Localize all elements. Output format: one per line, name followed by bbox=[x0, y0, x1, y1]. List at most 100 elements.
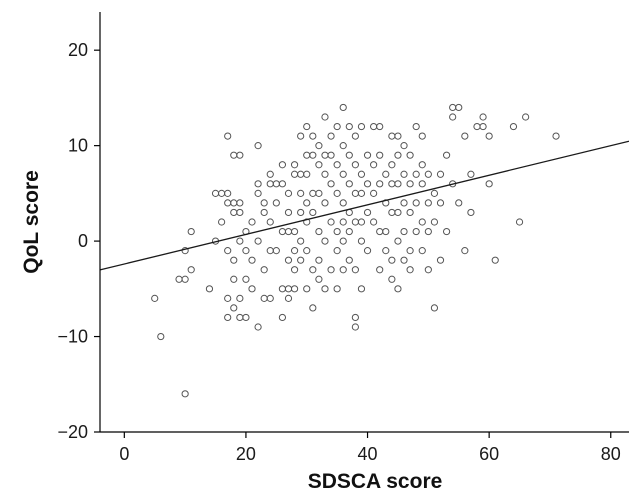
data-point bbox=[357, 237, 366, 245]
data-point bbox=[211, 189, 220, 197]
data-point bbox=[333, 247, 341, 255]
data-point bbox=[400, 142, 408, 150]
data-point bbox=[455, 103, 463, 112]
data-point bbox=[297, 237, 305, 245]
x-tick-label: 20 bbox=[236, 444, 256, 464]
data-point bbox=[333, 227, 341, 236]
data-point bbox=[315, 142, 323, 150]
data-point bbox=[473, 122, 481, 131]
data-point bbox=[406, 151, 414, 159]
y-tick-label: 10 bbox=[68, 136, 88, 156]
data-point bbox=[309, 266, 317, 274]
data-point bbox=[327, 266, 335, 274]
plot-content bbox=[99, 103, 629, 398]
data-point bbox=[230, 208, 238, 217]
data-point bbox=[315, 256, 323, 264]
data-point bbox=[382, 247, 390, 255]
data-point bbox=[430, 218, 439, 226]
data-point bbox=[181, 247, 189, 255]
data-point bbox=[552, 132, 560, 140]
data-point bbox=[515, 218, 524, 226]
data-point bbox=[345, 122, 353, 131]
data-point bbox=[187, 227, 195, 236]
data-point bbox=[394, 237, 402, 245]
data-point bbox=[418, 180, 426, 188]
data-point bbox=[424, 170, 432, 178]
data-point bbox=[303, 199, 311, 207]
data-point bbox=[266, 218, 274, 226]
data-point bbox=[157, 332, 165, 341]
data-point bbox=[236, 199, 244, 207]
data-point bbox=[290, 266, 299, 274]
data-point bbox=[309, 189, 317, 197]
data-point bbox=[303, 122, 311, 131]
x-tick-label: 0 bbox=[119, 444, 129, 464]
data-point bbox=[376, 266, 384, 274]
data-point bbox=[485, 180, 493, 188]
data-point bbox=[230, 151, 238, 159]
data-point bbox=[485, 132, 493, 140]
data-point bbox=[236, 208, 244, 217]
data-point bbox=[266, 294, 274, 302]
data-point bbox=[412, 199, 420, 207]
data-point bbox=[309, 208, 317, 217]
data-point bbox=[327, 151, 335, 159]
data-point bbox=[272, 247, 280, 255]
data-point bbox=[406, 180, 414, 188]
data-point bbox=[424, 199, 432, 207]
data-point bbox=[278, 161, 287, 169]
data-point bbox=[491, 256, 499, 264]
data-point bbox=[224, 313, 232, 322]
data-point bbox=[357, 189, 366, 197]
data-point bbox=[455, 199, 463, 207]
data-point bbox=[370, 161, 378, 169]
data-point bbox=[321, 170, 329, 178]
data-point bbox=[339, 142, 347, 150]
data-point bbox=[509, 122, 518, 131]
data-point bbox=[290, 170, 299, 178]
data-point bbox=[266, 247, 274, 255]
data-point bbox=[260, 208, 268, 217]
data-point bbox=[284, 285, 293, 293]
data-point bbox=[266, 170, 274, 178]
x-axis-title: SDSCA score bbox=[308, 470, 443, 493]
data-point bbox=[339, 103, 347, 112]
x-tick-label: 60 bbox=[479, 444, 499, 464]
data-point bbox=[224, 294, 232, 302]
data-point bbox=[382, 227, 390, 236]
data-point bbox=[303, 247, 311, 255]
data-point bbox=[248, 218, 256, 226]
data-point bbox=[254, 180, 262, 188]
data-point bbox=[461, 132, 469, 140]
data-point bbox=[284, 208, 293, 217]
data-point bbox=[351, 189, 359, 197]
data-point bbox=[345, 227, 353, 236]
data-point bbox=[290, 247, 299, 255]
data-point bbox=[272, 199, 280, 207]
data-point bbox=[218, 218, 226, 226]
data-point bbox=[248, 285, 256, 293]
data-point bbox=[351, 132, 359, 140]
data-point bbox=[242, 313, 250, 322]
data-point bbox=[449, 103, 457, 112]
data-point bbox=[412, 122, 420, 131]
data-point bbox=[479, 113, 487, 121]
data-point bbox=[345, 180, 353, 188]
data-point bbox=[376, 151, 384, 159]
data-point bbox=[412, 170, 420, 178]
data-point bbox=[363, 247, 372, 255]
data-point bbox=[351, 266, 359, 274]
data-point bbox=[297, 170, 305, 178]
data-point bbox=[224, 247, 232, 255]
data-point bbox=[400, 170, 408, 178]
data-point bbox=[363, 208, 372, 217]
data-point bbox=[205, 285, 214, 293]
data-point bbox=[230, 199, 238, 207]
data-point bbox=[363, 180, 372, 188]
data-point bbox=[424, 227, 432, 236]
data-point bbox=[236, 237, 244, 245]
data-point bbox=[376, 122, 384, 131]
data-point bbox=[278, 313, 287, 322]
y-tick-label: 0 bbox=[78, 231, 88, 251]
